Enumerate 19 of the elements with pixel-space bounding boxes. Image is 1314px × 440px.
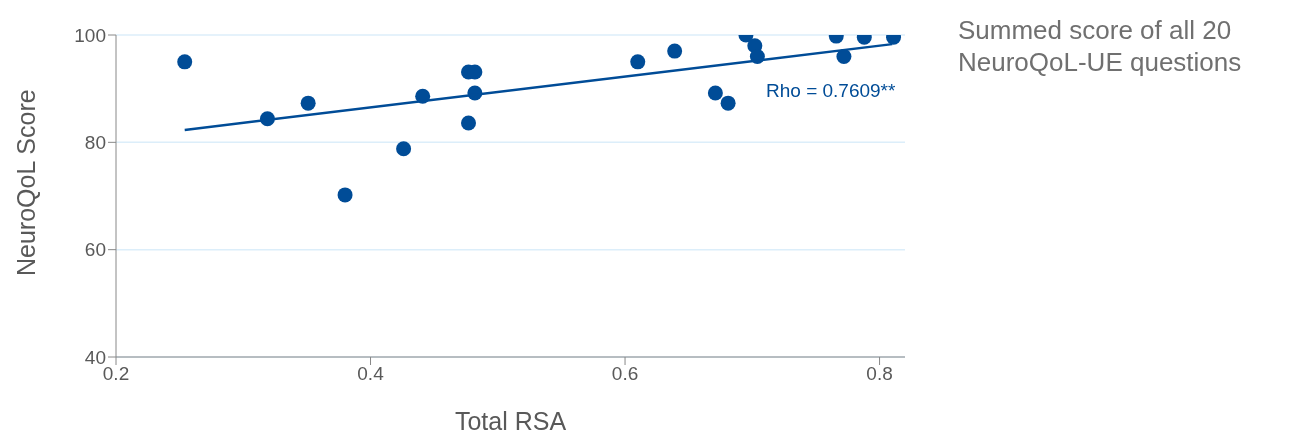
- point: [300, 95, 316, 111]
- y-axis-title: NeuroQoL Score: [11, 89, 40, 276]
- text: Summed score of all 20 NeuroQoL-UE questions: [958, 14, 1243, 78]
- point: [667, 43, 683, 59]
- y-tick-label: 60: [84, 239, 106, 261]
- point: [396, 141, 412, 157]
- point: [177, 54, 193, 70]
- x-axis-title: Total RSA: [454, 407, 567, 435]
- x-tick-label: 0.8: [866, 363, 893, 385]
- x-tick-label: 0.4: [357, 363, 385, 385]
- point: [630, 54, 646, 70]
- y-tick-label: 80: [84, 132, 106, 154]
- point: [461, 115, 477, 131]
- point: [720, 95, 736, 111]
- annotation: Rho = 0.7609**: [766, 80, 897, 102]
- y-tick-label: 100: [74, 24, 106, 46]
- point: [337, 187, 353, 203]
- point: [707, 85, 723, 101]
- x-tick-label: 0.6: [611, 363, 639, 385]
